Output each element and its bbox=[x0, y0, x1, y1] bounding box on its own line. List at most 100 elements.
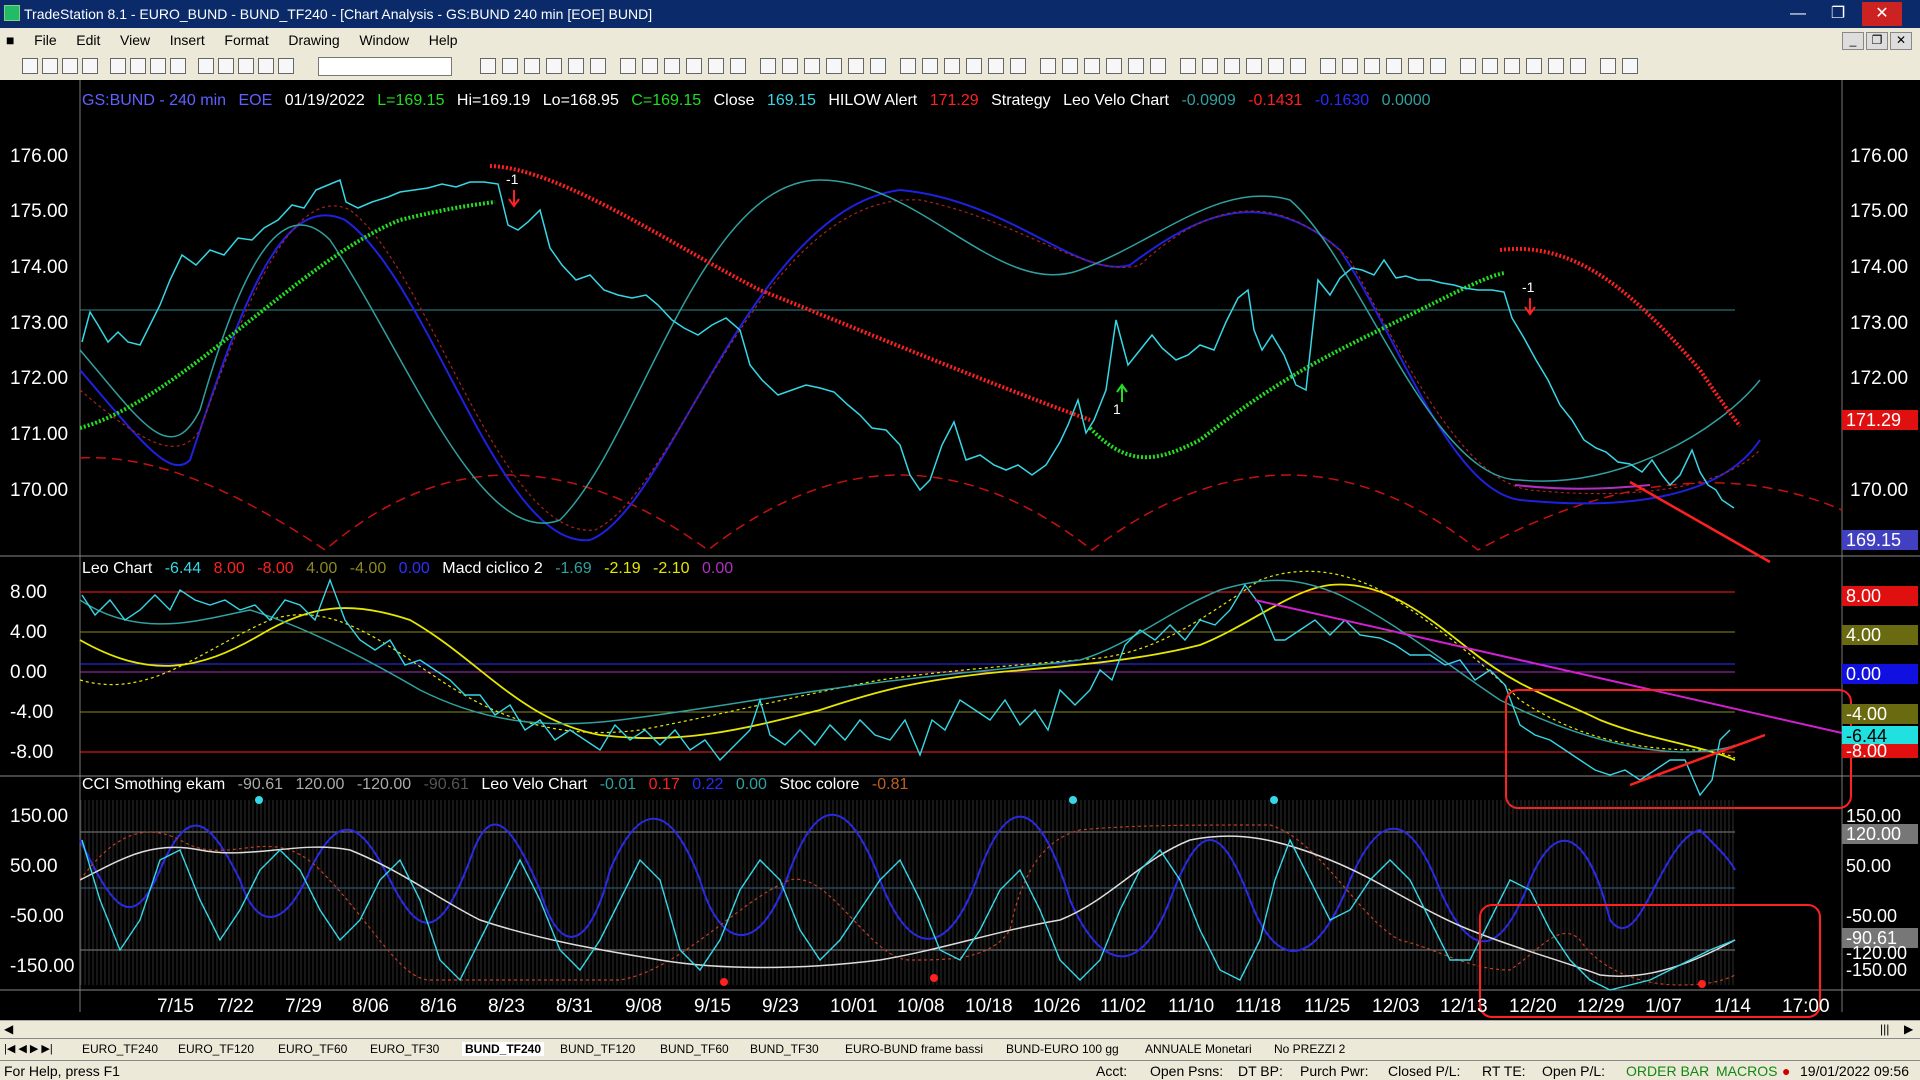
doc-close-icon[interactable]: ✕ bbox=[1890, 32, 1912, 50]
tool-13-icon[interactable] bbox=[782, 58, 798, 74]
tool-10-icon[interactable] bbox=[708, 58, 724, 74]
symbol-combo[interactable] bbox=[318, 57, 452, 76]
tool-11-icon[interactable] bbox=[730, 58, 746, 74]
tool-20-icon[interactable] bbox=[944, 58, 960, 74]
tool-39-icon[interactable] bbox=[1386, 58, 1402, 74]
tool-8-icon[interactable] bbox=[664, 58, 680, 74]
copy-icon[interactable] bbox=[110, 58, 126, 74]
workspace-tab[interactable]: No PREZZI 2 bbox=[1274, 1042, 1346, 1056]
tool-9-icon[interactable] bbox=[686, 58, 702, 74]
doc-restore-icon[interactable]: ❐ bbox=[1866, 32, 1888, 50]
tool-28-icon[interactable] bbox=[1128, 58, 1144, 74]
tool-31-icon[interactable] bbox=[1202, 58, 1218, 74]
tool-45-icon[interactable] bbox=[1526, 58, 1542, 74]
menu-edit[interactable]: Edit bbox=[76, 32, 101, 48]
format-icon[interactable] bbox=[218, 58, 234, 74]
tool-0-icon[interactable] bbox=[480, 58, 496, 74]
workspace-tab[interactable]: BUND_TF30 bbox=[750, 1042, 819, 1056]
menu-window[interactable]: Window bbox=[359, 32, 410, 48]
order-bar-button[interactable]: ORDER BAR bbox=[1626, 1063, 1710, 1079]
tool-3-icon[interactable] bbox=[546, 58, 562, 74]
tool-5-icon[interactable] bbox=[590, 58, 606, 74]
menu-insert[interactable]: Insert bbox=[169, 32, 205, 48]
lock-icon[interactable] bbox=[238, 58, 254, 74]
print-icon[interactable] bbox=[82, 58, 98, 74]
tool-6-icon[interactable] bbox=[620, 58, 636, 74]
workspace-tab[interactable]: EURO_TF240 bbox=[82, 1042, 159, 1056]
macros-button[interactable]: MACROS bbox=[1716, 1063, 1778, 1079]
tool-37-icon[interactable] bbox=[1342, 58, 1358, 74]
tool-40-icon[interactable] bbox=[1408, 58, 1424, 74]
tool-41-icon[interactable] bbox=[1430, 58, 1446, 74]
workspace-tab[interactable]: EURO_TF30 bbox=[370, 1042, 440, 1056]
tool-49-icon[interactable] bbox=[1622, 58, 1638, 74]
analysis-icon[interactable] bbox=[278, 58, 294, 74]
tool-18-icon[interactable] bbox=[900, 58, 916, 74]
workspace-tab[interactable]: EURO-BUND frame bassi bbox=[845, 1042, 984, 1056]
tool-22-icon[interactable] bbox=[988, 58, 1004, 74]
redo-icon[interactable] bbox=[198, 58, 214, 74]
doc-minimize-icon[interactable]: _ bbox=[1842, 32, 1864, 50]
tool-21-icon[interactable] bbox=[966, 58, 982, 74]
tool-43-icon[interactable] bbox=[1482, 58, 1498, 74]
insert-icon[interactable] bbox=[258, 58, 274, 74]
new-icon[interactable] bbox=[22, 58, 38, 74]
tool-14-icon[interactable] bbox=[804, 58, 820, 74]
scroll-left-icon[interactable]: ◀ bbox=[4, 1022, 14, 1036]
tool-48-icon[interactable] bbox=[1600, 58, 1616, 74]
tool-33-icon[interactable] bbox=[1246, 58, 1262, 74]
save-icon[interactable] bbox=[62, 58, 78, 74]
tool-47-icon[interactable] bbox=[1570, 58, 1586, 74]
tool-27-icon[interactable] bbox=[1106, 58, 1122, 74]
tool-16-icon[interactable] bbox=[848, 58, 864, 74]
tool-23-icon[interactable] bbox=[1010, 58, 1026, 74]
tool-34-icon[interactable] bbox=[1268, 58, 1284, 74]
tool-36-icon[interactable] bbox=[1320, 58, 1336, 74]
tool-35-icon[interactable] bbox=[1290, 58, 1306, 74]
tool-25-icon[interactable] bbox=[1062, 58, 1078, 74]
cut-icon[interactable] bbox=[150, 58, 166, 74]
tool-44-icon[interactable] bbox=[1504, 58, 1520, 74]
workspace-tab[interactable]: BUND-EURO 100 gg bbox=[1006, 1042, 1119, 1056]
tab-nav-icons[interactable]: |◀ ◀ ▶ ▶| bbox=[4, 1043, 53, 1055]
tool-38-icon[interactable] bbox=[1364, 58, 1380, 74]
scroll-right-icon[interactable]: ▶ bbox=[1904, 1022, 1914, 1036]
menu-drawing[interactable]: Drawing bbox=[288, 32, 340, 48]
open-icon[interactable] bbox=[42, 58, 58, 74]
tool-7-icon[interactable] bbox=[642, 58, 658, 74]
workspace-tab[interactable]: BUND_TF120 bbox=[560, 1042, 636, 1056]
tool-30-icon[interactable] bbox=[1180, 58, 1196, 74]
scroll-thumb-icon[interactable]: ||| bbox=[1880, 1022, 1890, 1036]
tool-46-icon[interactable] bbox=[1548, 58, 1564, 74]
x-label: 12/20 bbox=[1509, 996, 1557, 1017]
workspace-tab[interactable]: EURO_TF60 bbox=[278, 1042, 348, 1056]
macd-v1: -1.69 bbox=[555, 560, 592, 577]
tool-2-icon[interactable] bbox=[524, 58, 540, 74]
minimize-icon[interactable]: — bbox=[1790, 5, 1806, 22]
tool-29-icon[interactable] bbox=[1150, 58, 1166, 74]
menu-format[interactable]: Format bbox=[224, 32, 269, 48]
tool-32-icon[interactable] bbox=[1224, 58, 1240, 74]
paste-icon[interactable] bbox=[130, 58, 146, 74]
menu-file[interactable]: File bbox=[34, 32, 57, 48]
tool-26-icon[interactable] bbox=[1084, 58, 1100, 74]
tool-19-icon[interactable] bbox=[922, 58, 938, 74]
close-icon[interactable]: ✕ bbox=[1862, 2, 1902, 26]
maximize-icon[interactable]: ❐ bbox=[1830, 5, 1846, 22]
tool-15-icon[interactable] bbox=[826, 58, 842, 74]
tool-4-icon[interactable] bbox=[568, 58, 584, 74]
menu-view[interactable]: View bbox=[120, 32, 151, 48]
tool-1-icon[interactable] bbox=[502, 58, 518, 74]
workspace-tab[interactable]: ANNUALE Monetari bbox=[1145, 1042, 1252, 1056]
undo-icon[interactable] bbox=[170, 58, 186, 74]
workspace-tab[interactable]: EURO_TF120 bbox=[178, 1042, 255, 1056]
tool-12-icon[interactable] bbox=[760, 58, 776, 74]
tool-42-icon[interactable] bbox=[1460, 58, 1476, 74]
workspace-tab[interactable]: BUND_TF60 bbox=[660, 1042, 729, 1056]
tool-24-icon[interactable] bbox=[1040, 58, 1056, 74]
horizontal-scrollbar[interactable]: ◀ ||| ▶ bbox=[0, 1020, 1920, 1039]
menu-help[interactable]: Help bbox=[428, 32, 458, 48]
tool-17-icon[interactable] bbox=[870, 58, 886, 74]
workspace-tab[interactable]: BUND_TF240 bbox=[462, 1042, 545, 1056]
chart-area[interactable]: -1 1 -1 bbox=[0, 80, 1920, 1020]
